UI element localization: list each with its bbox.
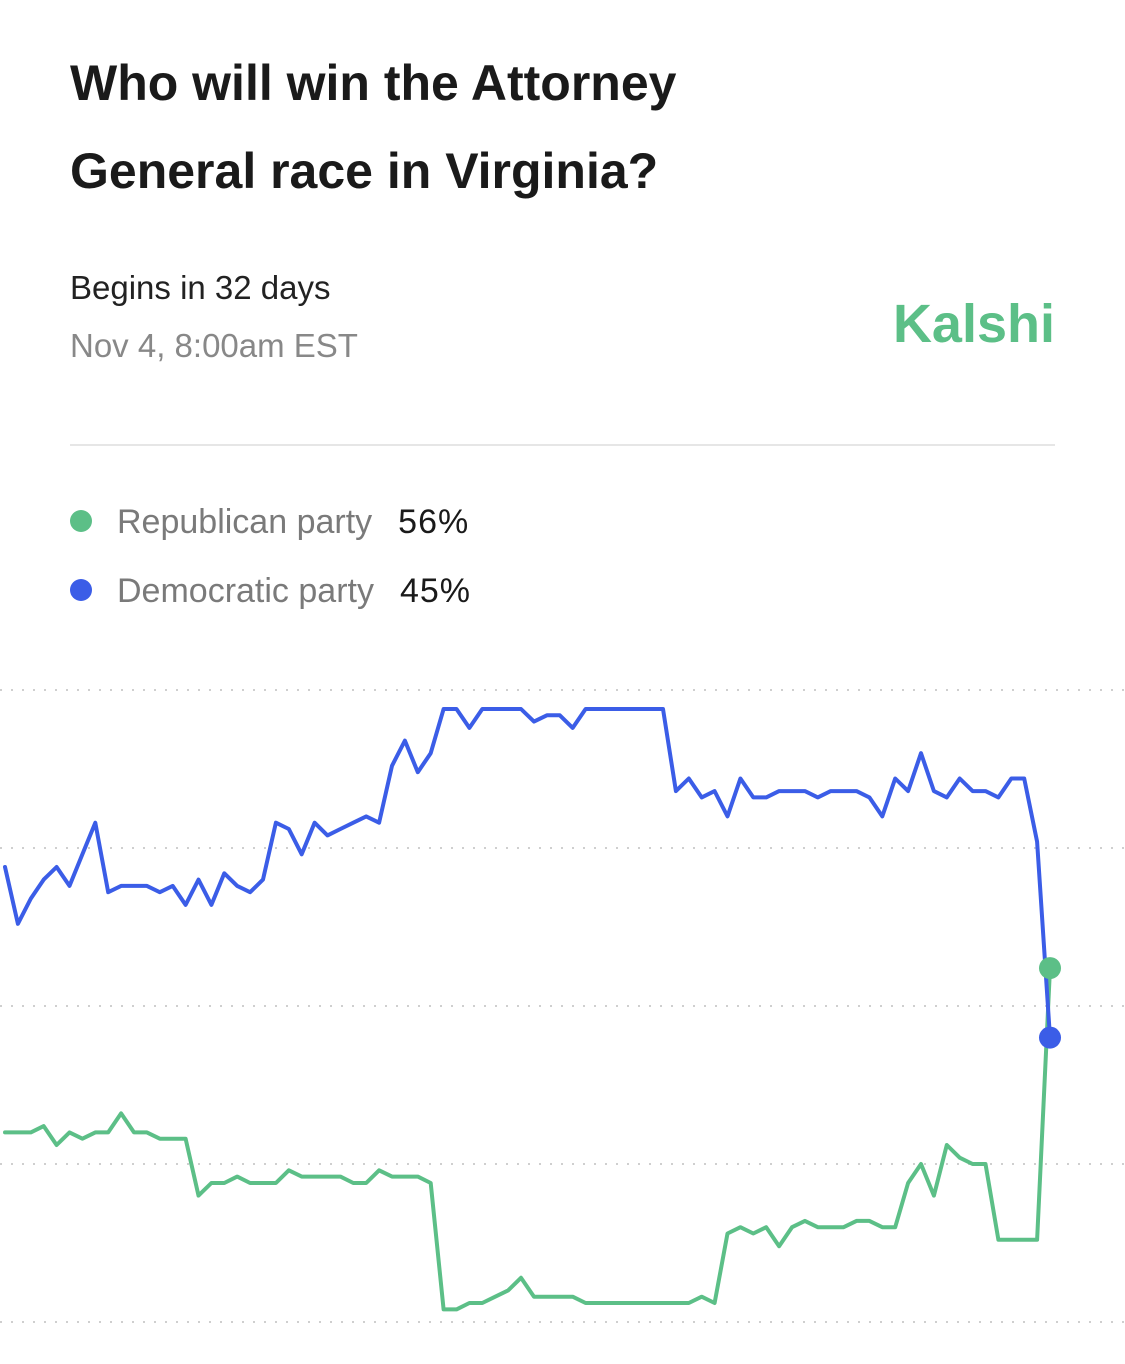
legend-marker bbox=[70, 510, 92, 532]
series-line bbox=[3, 707, 1052, 1040]
legend-marker bbox=[70, 579, 92, 601]
legend-value: 45% bbox=[400, 572, 471, 610]
legend-label: Democratic party bbox=[117, 572, 374, 610]
end-point bbox=[1039, 957, 1061, 980]
brand: Kalshi bbox=[893, 294, 1055, 354]
series-line bbox=[3, 966, 1052, 1312]
subtitle: Begins in 32 days bbox=[70, 269, 331, 306]
chart-title: Who will win the Attorney General race in… bbox=[70, 55, 677, 199]
end-point bbox=[1039, 1026, 1061, 1049]
legend-value: 56% bbox=[398, 503, 469, 541]
legend-label: Republican party bbox=[117, 503, 372, 541]
date: Nov 4, 8:00am EST bbox=[70, 327, 358, 364]
